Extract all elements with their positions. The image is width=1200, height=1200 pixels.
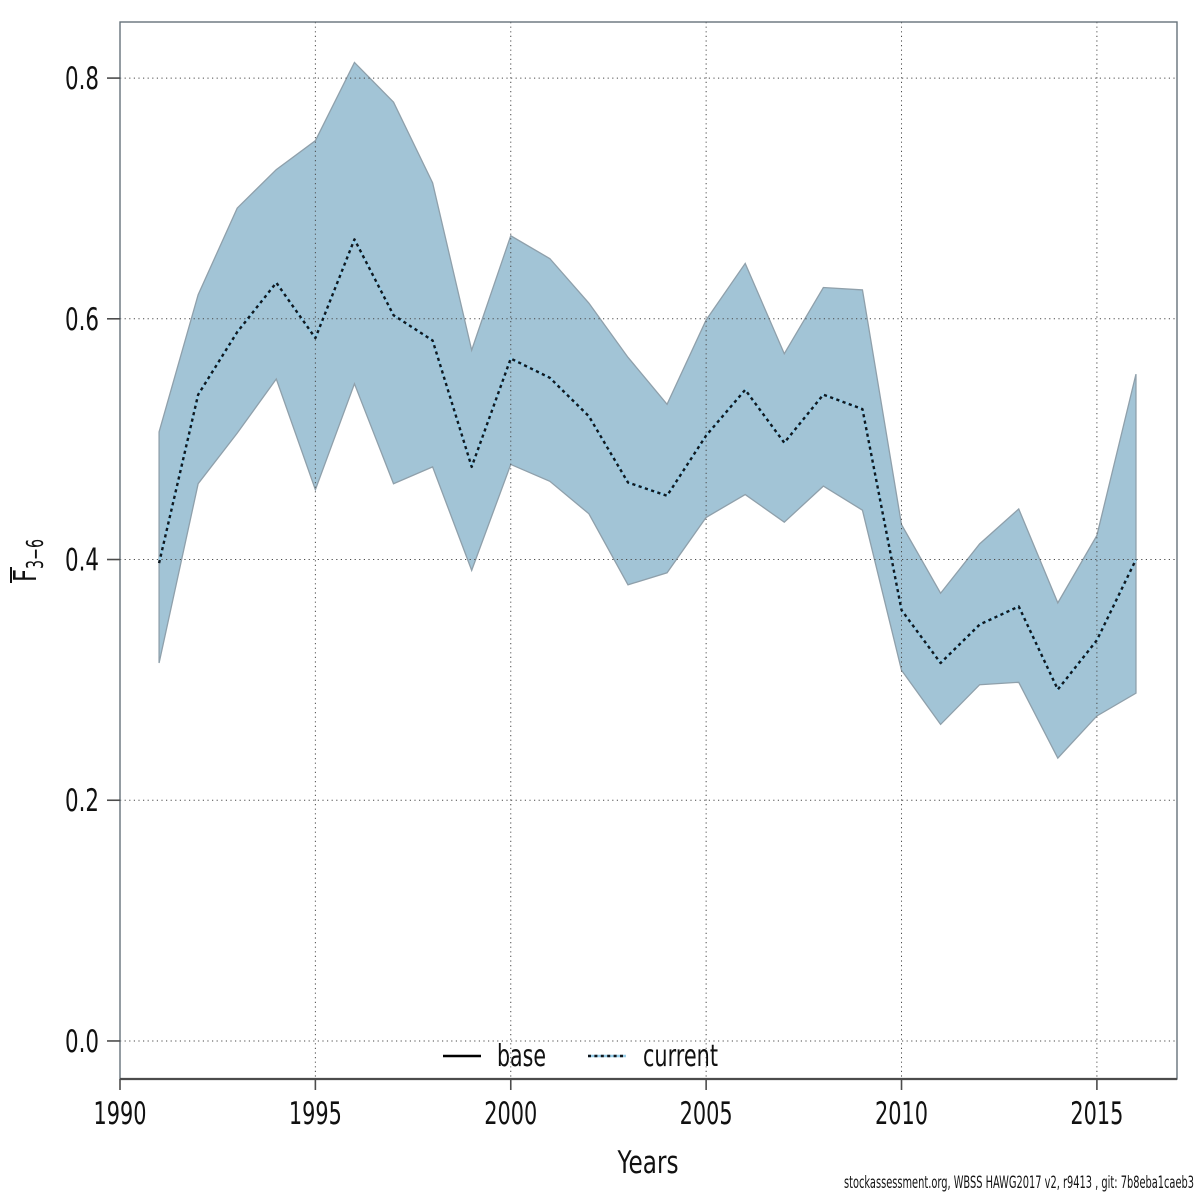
x-tick-label: 2015 (1070, 1096, 1123, 1132)
legend: base current (443, 1039, 718, 1074)
legend-current-label: current (643, 1039, 718, 1074)
x-tick-label: 2010 (875, 1096, 928, 1132)
x-tick-label: 1990 (94, 1096, 147, 1132)
svg-text:F3−6: F3−6 (8, 539, 49, 582)
footer-credit: stockassessment.org, WBSS HAWG2017 v2, r… (844, 1173, 1194, 1193)
plot-area: 1990 1995 2000 2005 2010 2015 0.0 0.2 0.4 0.6 0.8 (65, 21, 1178, 1132)
x-tick-label: 2000 (484, 1096, 537, 1132)
y-tick-label: 0.0 (65, 1024, 99, 1060)
current-line (157, 238, 1138, 691)
y-tick-label: 0.2 (65, 783, 99, 819)
x-tick-label: 2005 (680, 1096, 733, 1132)
y-tick-label: 0.6 (65, 302, 99, 338)
y-axis-title-letter: F (8, 569, 44, 582)
confidence-band (158, 61, 1137, 760)
y-tick-label: 0.8 (65, 61, 99, 97)
y-axis-title: F3−6 (8, 539, 49, 583)
legend-base-label: base (497, 1039, 546, 1074)
x-tick-label: 1995 (289, 1096, 342, 1132)
x-axis-title: Years (617, 1145, 679, 1181)
y-axis-title-subscript: 3−6 (23, 539, 49, 569)
y-tick-label: 0.4 (65, 543, 99, 579)
